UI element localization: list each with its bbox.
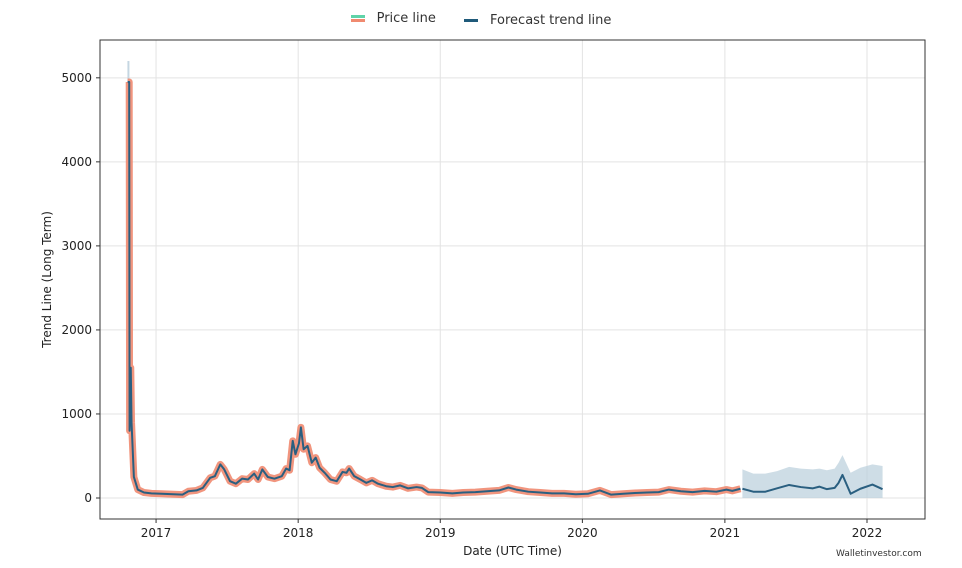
x-tick-label: 2021 [710, 526, 741, 540]
x-tick-label: 2017 [141, 526, 172, 540]
price-swatch-icon [350, 15, 365, 22]
x-tick-label: 2022 [852, 526, 883, 540]
y-tick-label: 4000 [61, 155, 92, 169]
forecast-trend-line [742, 473, 883, 495]
legend: Price line Forecast trend line [0, 11, 962, 28]
y-tick-label: 1000 [61, 407, 92, 421]
x-axis-label: Date (UTC Time) [463, 544, 562, 558]
y-tick-label: 2000 [61, 323, 92, 337]
plot-frame [99, 39, 926, 520]
watermark: Walletinvestor.com [836, 549, 922, 559]
legend-label: Price line [376, 11, 436, 26]
plot-area [100, 40, 925, 519]
y-tick-label: 3000 [61, 239, 92, 253]
price-trend-line [127, 81, 741, 496]
forecast-swatch-icon [464, 19, 479, 22]
x-tick-label: 2019 [425, 526, 456, 540]
legend-label: Forecast trend line [490, 13, 612, 28]
legend-item-forecast[interactable]: Forecast trend line [458, 13, 617, 28]
y-tick-label: 5000 [61, 71, 92, 85]
x-tick-label: 2020 [567, 526, 598, 540]
y-axis-label: Trend Line (Long Term) [40, 211, 54, 349]
x-tick-label: 2018 [283, 526, 314, 540]
y-tick-label: 0 [84, 491, 92, 505]
legend-item-price[interactable]: Price line [345, 11, 442, 26]
